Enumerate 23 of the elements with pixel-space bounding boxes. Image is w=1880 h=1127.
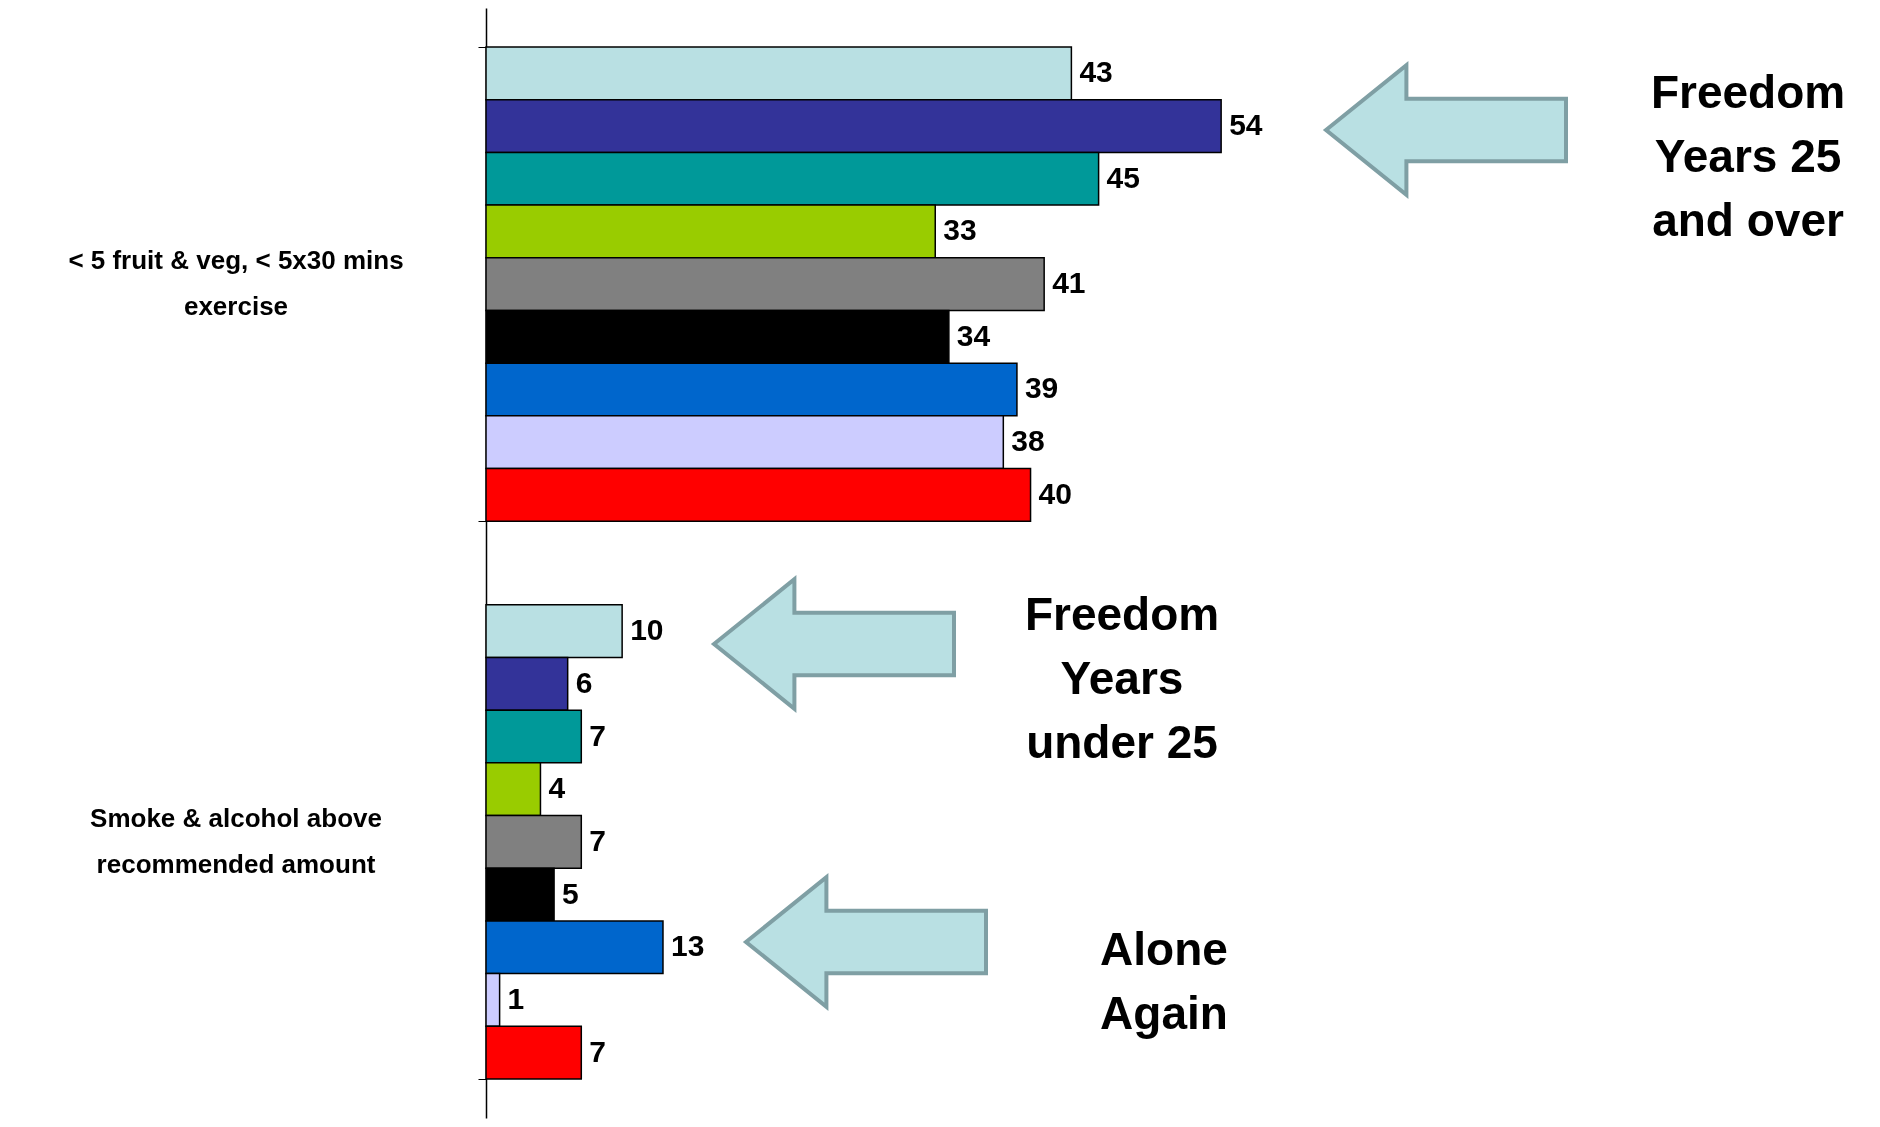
data-label: 33 [943,213,977,247]
data-label: 39 [1024,371,1059,405]
data-label: 7 [589,718,606,752]
data-label: 54 [1229,108,1263,142]
annotation: Freedom Years under 25 [1024,588,1220,768]
annotation: Alone Again [1100,923,1228,1039]
data-label: 1 [507,981,525,1015]
y-tick-label: Smoke & alcohol above recommended amount [90,802,382,879]
data-label: 10 [630,613,664,647]
data-label: 34 [956,318,991,352]
data-label: 40 [1038,476,1072,510]
data-label: 45 [1106,160,1140,194]
data-label: 38 [1011,424,1045,458]
data-label: 43 [1079,55,1113,89]
data-label: 5 [562,876,579,910]
data-label: 7 [589,1034,606,1068]
data-label: 41 [1052,266,1086,300]
data-label: 6 [575,665,593,699]
data-label: 4 [548,771,566,805]
y-tick-label: < 5 fruit & veg, < 5x30 mins exercise [68,245,404,322]
text: Freedom Years 25 and over [1650,66,1846,246]
data-label: 7 [589,823,606,857]
data-label: 13 [670,929,705,963]
